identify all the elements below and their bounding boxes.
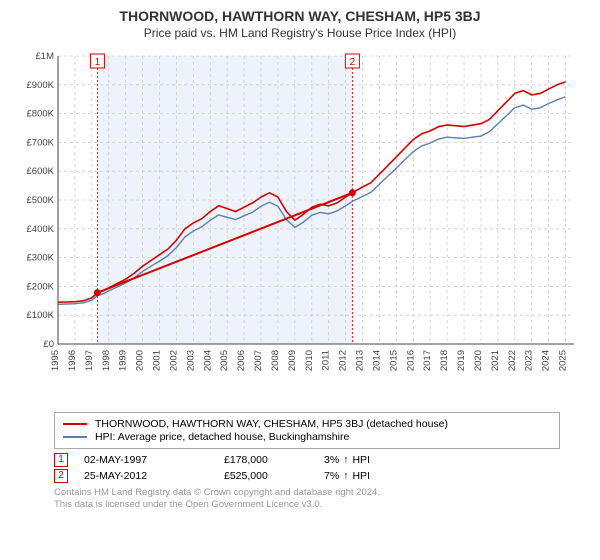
svg-text:2010: 2010 bbox=[304, 350, 315, 371]
transaction-price: £178,000 bbox=[224, 454, 324, 466]
svg-text:2024: 2024 bbox=[541, 350, 552, 371]
svg-text:2021: 2021 bbox=[490, 350, 501, 371]
transaction-date: 25-MAY-2012 bbox=[84, 470, 224, 482]
svg-text:2019: 2019 bbox=[456, 350, 467, 371]
svg-text:2000: 2000 bbox=[135, 350, 146, 371]
svg-text:1996: 1996 bbox=[67, 350, 78, 371]
svg-text:£500K: £500K bbox=[27, 195, 55, 206]
svg-text:2003: 2003 bbox=[185, 350, 196, 371]
svg-text:2001: 2001 bbox=[152, 350, 163, 371]
legend-swatch bbox=[63, 423, 87, 425]
footer-attribution: Contains HM Land Registry data © Crown c… bbox=[54, 487, 560, 511]
chart-subtitle: Price paid vs. HM Land Registry's House … bbox=[12, 26, 588, 40]
footer-line-1: Contains HM Land Registry data © Crown c… bbox=[54, 487, 560, 499]
line-chart: £0 £100K £200K £300K £400K £500K £600K £700K £80… bbox=[12, 46, 588, 406]
legend-item: THORNWOOD, HAWTHORN WAY, CHESHAM, HP5 3B… bbox=[63, 418, 551, 430]
legend-swatch bbox=[63, 436, 87, 438]
transaction-marker: 1 bbox=[54, 453, 68, 467]
svg-text:2013: 2013 bbox=[355, 350, 366, 371]
arrow-up-icon: ↑ bbox=[343, 454, 348, 466]
svg-text:2006: 2006 bbox=[236, 350, 247, 371]
svg-text:1999: 1999 bbox=[118, 350, 129, 371]
footer-line-2: This data is licensed under the Open Gov… bbox=[54, 499, 560, 511]
svg-text:£1M: £1M bbox=[36, 51, 55, 62]
svg-text:2011: 2011 bbox=[321, 350, 332, 370]
transaction-row: 1 02-MAY-1997£178,0003%↑HPI bbox=[54, 453, 560, 467]
svg-text:£0: £0 bbox=[43, 339, 54, 350]
svg-text:2012: 2012 bbox=[338, 350, 349, 371]
chart-title: THORNWOOD, HAWTHORN WAY, CHESHAM, HP5 3B… bbox=[12, 8, 588, 24]
chart-container: THORNWOOD, HAWTHORN WAY, CHESHAM, HP5 3B… bbox=[0, 0, 600, 560]
svg-text:£700K: £700K bbox=[27, 137, 55, 148]
transaction-delta: 3%↑HPI bbox=[324, 454, 370, 466]
svg-text:1997: 1997 bbox=[84, 350, 95, 371]
transaction-date: 02-MAY-1997 bbox=[84, 454, 224, 466]
svg-text:2008: 2008 bbox=[270, 350, 281, 371]
chart-plot-area: £0 £100K £200K £300K £400K £500K £600K £700K £80… bbox=[12, 46, 588, 406]
transaction-delta: 7%↑HPI bbox=[324, 470, 370, 482]
svg-text:£900K: £900K bbox=[27, 80, 55, 91]
transaction-marker: 2 bbox=[54, 469, 68, 483]
legend-label: HPI: Average price, detached house, Buck… bbox=[95, 431, 349, 443]
svg-text:2002: 2002 bbox=[168, 350, 179, 371]
svg-text:2023: 2023 bbox=[524, 350, 535, 371]
transactions-table: 1 02-MAY-1997£178,0003%↑HPI 2 25-MAY-2012£5… bbox=[54, 453, 560, 483]
svg-text:2: 2 bbox=[350, 57, 356, 68]
svg-text:2016: 2016 bbox=[405, 350, 416, 371]
svg-text:2022: 2022 bbox=[507, 350, 518, 371]
svg-text:£100K: £100K bbox=[27, 310, 55, 321]
legend-item: HPI: Average price, detached house, Buck… bbox=[63, 431, 551, 443]
arrow-up-icon: ↑ bbox=[343, 470, 348, 482]
svg-text:2017: 2017 bbox=[422, 350, 433, 371]
svg-text:£200K: £200K bbox=[27, 281, 55, 292]
svg-text:£600K: £600K bbox=[27, 166, 55, 177]
svg-text:2004: 2004 bbox=[202, 350, 213, 371]
svg-text:1995: 1995 bbox=[50, 350, 61, 371]
svg-text:2005: 2005 bbox=[219, 350, 230, 371]
svg-text:2015: 2015 bbox=[388, 350, 399, 371]
svg-text:2020: 2020 bbox=[473, 350, 484, 371]
legend: THORNWOOD, HAWTHORN WAY, CHESHAM, HP5 3B… bbox=[54, 412, 560, 449]
svg-text:£400K: £400K bbox=[27, 224, 55, 235]
svg-text:£300K: £300K bbox=[27, 253, 55, 264]
svg-text:2018: 2018 bbox=[439, 350, 450, 371]
svg-text:2009: 2009 bbox=[287, 350, 298, 371]
svg-text:£800K: £800K bbox=[27, 109, 55, 120]
svg-text:1998: 1998 bbox=[101, 350, 112, 371]
svg-text:2025: 2025 bbox=[558, 350, 569, 371]
svg-text:2007: 2007 bbox=[253, 350, 264, 371]
transaction-row: 2 25-MAY-2012£525,0007%↑HPI bbox=[54, 469, 560, 483]
svg-text:2014: 2014 bbox=[371, 350, 382, 371]
svg-text:1: 1 bbox=[95, 57, 101, 68]
legend-label: THORNWOOD, HAWTHORN WAY, CHESHAM, HP5 3B… bbox=[95, 418, 448, 430]
transaction-price: £525,000 bbox=[224, 470, 324, 482]
